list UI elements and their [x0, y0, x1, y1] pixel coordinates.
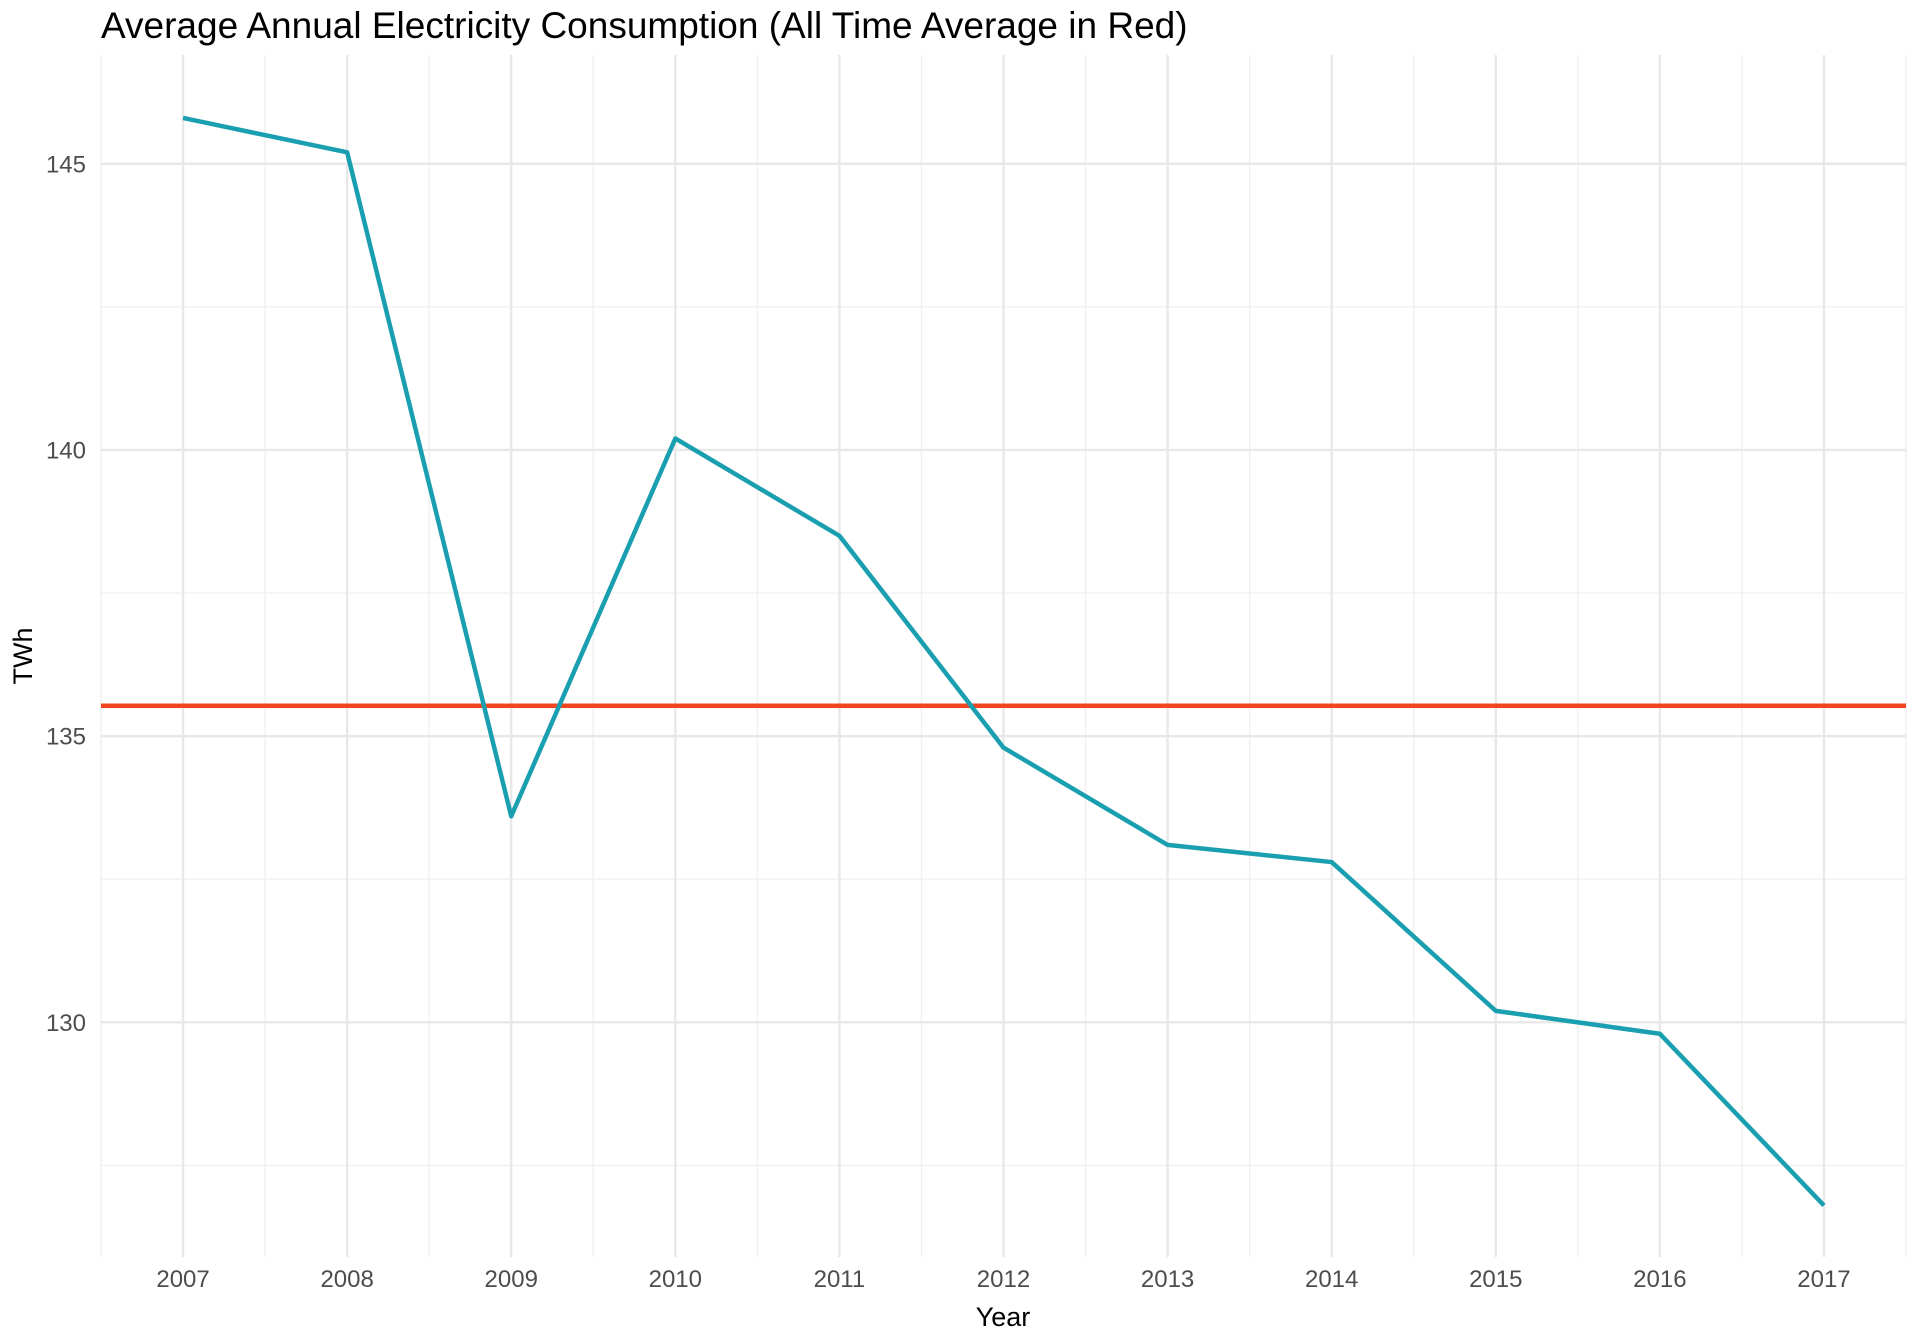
data-layer — [101, 115, 1906, 1208]
consumption-line — [182, 115, 1826, 1208]
x-tick-label: 2008 — [320, 1266, 373, 1293]
x-tick-label: 2010 — [649, 1266, 702, 1293]
y-axis-title: TWh — [8, 628, 38, 685]
x-tick-label: 2014 — [1305, 1266, 1358, 1293]
tick-labels-layer: 130 135 140 145 2007 2008 2009 2010 2011 2012 2013… — [46, 151, 1851, 1293]
x-tick-label: 2007 — [156, 1266, 209, 1293]
x-tick-label: 2012 — [977, 1266, 1030, 1293]
gridlines-major — [101, 55, 1906, 1257]
y-tick-label: 140 — [46, 437, 86, 464]
y-tick-label: 135 — [46, 724, 86, 751]
y-tick-label: 145 — [46, 151, 86, 178]
x-tick-label: 2015 — [1469, 1266, 1522, 1293]
x-tick-label: 2017 — [1797, 1266, 1850, 1293]
x-axis-title: Year — [976, 1302, 1031, 1332]
x-tick-label: 2013 — [1141, 1266, 1194, 1293]
chart-title: Average Annual Electricity Consumption (… — [101, 5, 1188, 46]
x-tick-label: 2016 — [1633, 1266, 1686, 1293]
x-tick-label: 2011 — [814, 1266, 866, 1293]
x-tick-label: 2009 — [485, 1266, 538, 1293]
y-tick-label: 130 — [46, 1010, 86, 1037]
